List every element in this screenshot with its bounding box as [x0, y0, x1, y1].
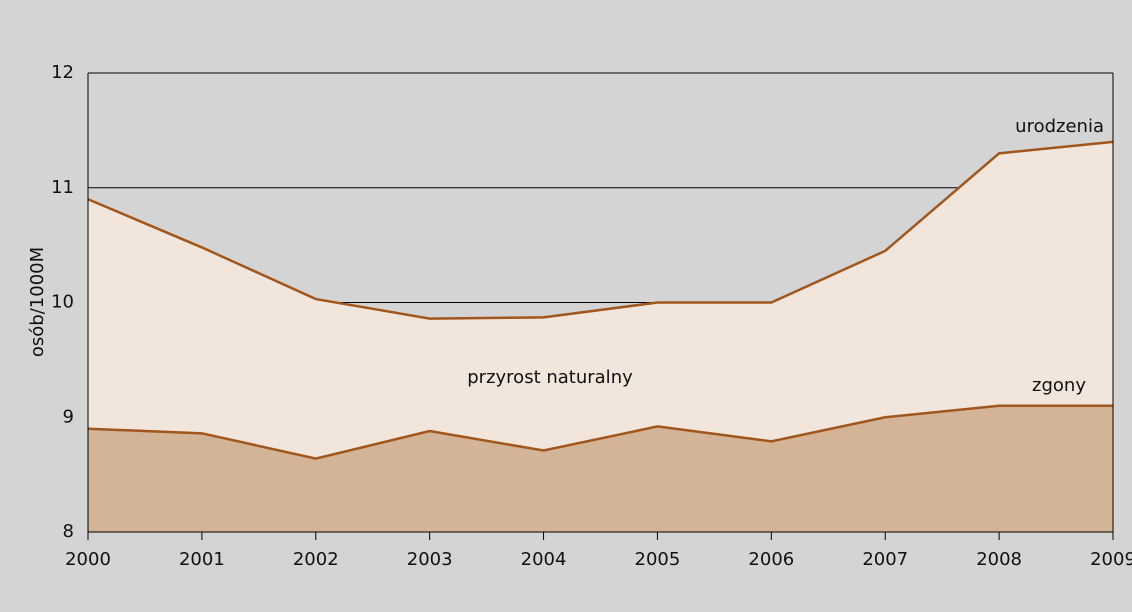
y-tick-label: 12: [51, 62, 74, 83]
line: [87, 140, 1114, 320]
x-tick-label: 2003: [407, 549, 453, 570]
annotation: zgony: [1032, 375, 1086, 396]
x-tick-label: 2008: [976, 549, 1022, 570]
x-tick-label: 2004: [521, 549, 567, 570]
annotation: urodzenia: [1015, 116, 1104, 137]
x-tick-label: 2009: [1090, 549, 1132, 570]
x-tick-label: 2006: [748, 549, 794, 570]
y-tick-label: 10: [51, 292, 74, 313]
y-tick-label: 9: [63, 406, 74, 427]
x-tick-label: 2001: [179, 549, 225, 570]
y-tick-label: 8: [63, 521, 74, 542]
x-tick-label: 2000: [65, 549, 111, 570]
y-tick-label: 11: [51, 177, 74, 198]
x-tick-label: 2005: [635, 549, 681, 570]
area: [88, 405, 1113, 532]
y-axis-label: osób/1000M: [27, 247, 48, 357]
x-tick-label: 2002: [293, 549, 339, 570]
x-tick-label: 2007: [862, 549, 908, 570]
annotation: przyrost naturalny: [467, 367, 633, 388]
line: [87, 404, 1113, 460]
